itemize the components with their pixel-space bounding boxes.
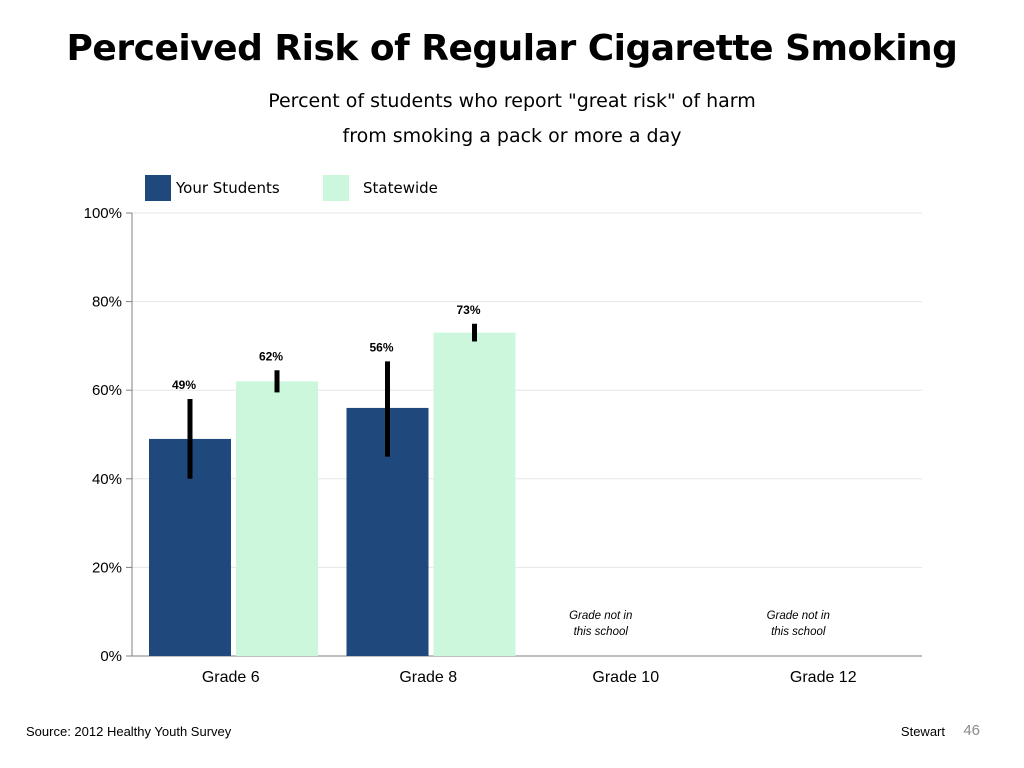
chart-subtitle-line-1: Percent of students who report "great ri… — [268, 90, 756, 112]
x-tick-label: Grade 6 — [202, 669, 260, 686]
grade-note-line-1: Grade not in — [767, 610, 830, 622]
x-tick-label: Grade 10 — [592, 669, 659, 686]
data-label: 62% — [259, 349, 283, 363]
bar — [236, 381, 318, 656]
y-tick-label: 60% — [92, 382, 122, 399]
source-note: Source: 2012 Healthy Youth Survey — [26, 724, 232, 739]
legend-label-your-students: Your Students — [176, 179, 280, 197]
y-tick-label: 100% — [84, 205, 122, 222]
data-label: 49% — [172, 378, 196, 392]
bar — [433, 332, 516, 656]
x-tick-label: Grade 8 — [399, 669, 457, 686]
grade-note-line-1: Grade not in — [569, 610, 632, 622]
y-tick-label: 20% — [92, 559, 122, 576]
data-label: 56% — [369, 340, 393, 354]
legend-swatch-statewide — [323, 175, 349, 201]
author-name: Stewart — [900, 724, 945, 739]
chart-subtitle-line-2: from smoking a pack or more a day — [342, 125, 682, 147]
y-tick-label: 80% — [92, 294, 122, 311]
legend-swatch-your-students — [145, 175, 171, 201]
y-tick-label: 0% — [100, 648, 122, 665]
y-tick-label: 40% — [92, 471, 122, 488]
page-number: 46 — [963, 722, 980, 739]
legend-label-statewide: Statewide — [363, 179, 438, 197]
data-label: 73% — [456, 303, 480, 317]
x-tick-label: Grade 12 — [790, 669, 857, 686]
slide-title: Perceived Risk of Regular Cigarette Smok… — [66, 28, 958, 69]
grade-note-line-2: this school — [574, 626, 629, 638]
grade-note-line-2: this school — [771, 626, 826, 638]
